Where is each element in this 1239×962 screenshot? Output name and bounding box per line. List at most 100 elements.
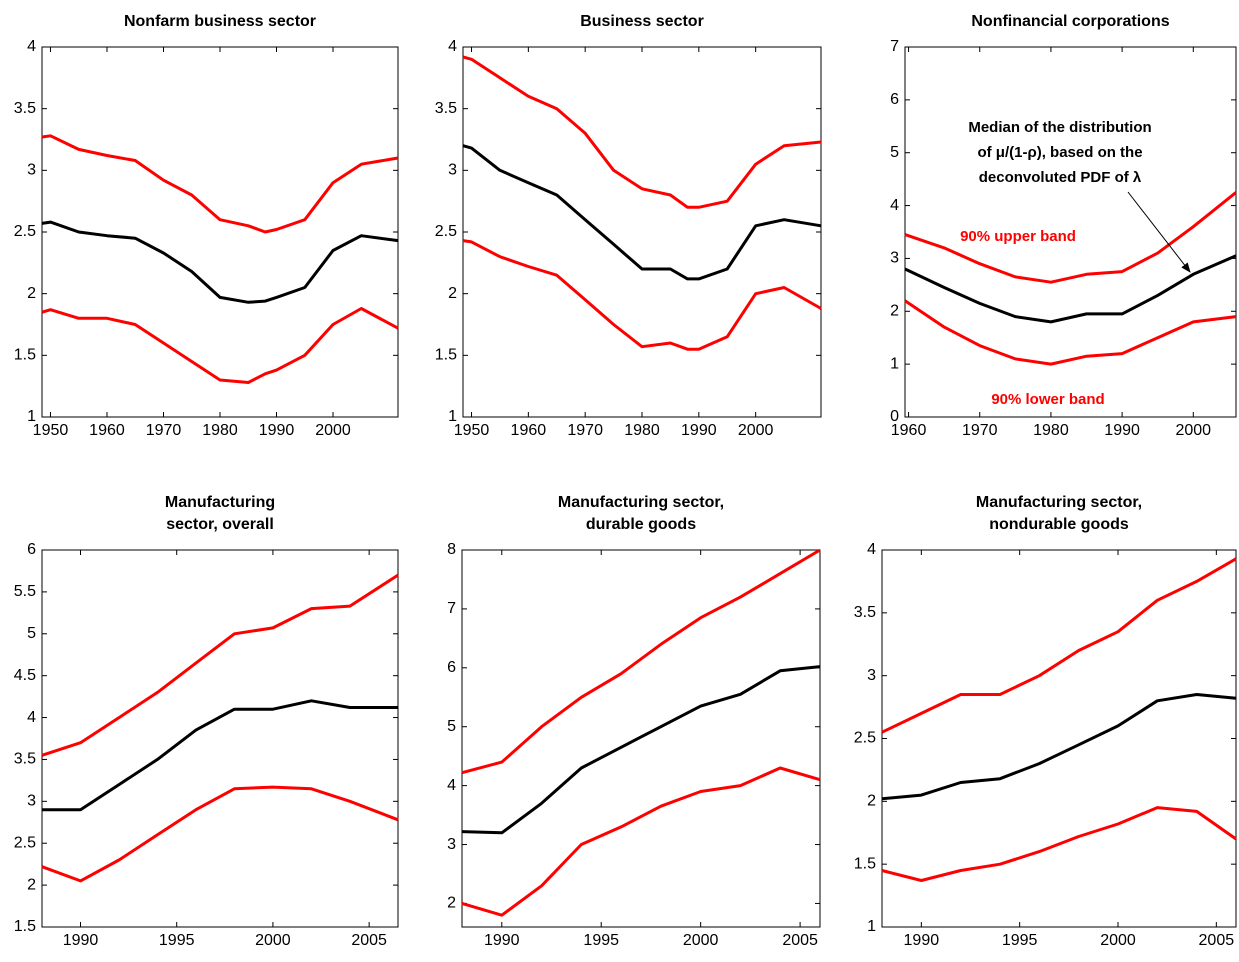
series-line xyxy=(462,239,822,351)
y-tick-label: 7 xyxy=(890,38,899,55)
y-tick-label: 3.5 xyxy=(854,604,876,621)
y-tick-label: 1.5 xyxy=(14,918,36,935)
plot-frame xyxy=(41,549,399,928)
annotation: deconvoluted PDF of λ xyxy=(979,169,1142,186)
x-tick-label: 1960 xyxy=(89,422,125,439)
y-tick-label: 5 xyxy=(447,718,456,735)
y-tick-label: 1 xyxy=(27,408,36,425)
x-tick-label: 1995 xyxy=(159,932,195,949)
chart-title: Manufacturing xyxy=(165,494,275,511)
y-tick-label: 3.5 xyxy=(435,100,457,117)
y-tick-label: 1 xyxy=(867,918,876,935)
x-tick-label: 2005 xyxy=(782,932,818,949)
band-label: 90% upper band xyxy=(960,228,1076,245)
plot-frame xyxy=(881,549,1237,928)
y-tick-label: 6 xyxy=(447,659,456,676)
y-tick-label: 2.5 xyxy=(14,834,36,851)
x-tick-label: 1995 xyxy=(1002,932,1038,949)
y-tick-label: 3.5 xyxy=(14,751,36,768)
series-line xyxy=(904,254,1237,324)
y-tick-label: 1 xyxy=(448,408,457,425)
y-tick-label: 1.5 xyxy=(435,347,457,364)
x-tick-label: 1990 xyxy=(904,932,940,949)
x-tick-label: 2000 xyxy=(255,932,291,949)
y-tick-label: 6 xyxy=(27,541,36,558)
y-tick-label: 4 xyxy=(890,197,899,214)
y-tick-label: 3 xyxy=(890,250,899,267)
x-tick-label: 1990 xyxy=(484,932,520,949)
x-tick-label: 2005 xyxy=(1199,932,1235,949)
chart-title: Manufacturing sector, xyxy=(976,494,1142,511)
chart-title: Business sector xyxy=(580,13,704,30)
chart-title: Nonfarm business sector xyxy=(124,13,316,30)
series-line xyxy=(881,806,1237,882)
chart-title: Manufacturing sector, xyxy=(558,494,724,511)
x-tick-label: 2000 xyxy=(315,422,351,439)
y-tick-label: 0 xyxy=(890,408,899,425)
y-tick-label: 2 xyxy=(447,895,456,912)
y-tick-label: 1.5 xyxy=(14,347,36,364)
annotation: of μ/(1-ρ), based on the xyxy=(977,144,1142,161)
series-line xyxy=(41,220,399,304)
series-line xyxy=(462,144,822,281)
series-line xyxy=(41,573,399,757)
series-line xyxy=(461,766,821,917)
y-tick-label: 4.5 xyxy=(14,667,36,684)
y-tick-label: 3 xyxy=(448,162,457,179)
series-line xyxy=(904,191,1237,284)
y-tick-label: 3 xyxy=(27,162,36,179)
plot-frame xyxy=(904,46,1237,418)
y-tick-label: 4 xyxy=(867,541,876,558)
series-line xyxy=(42,699,398,812)
y-tick-label: 2 xyxy=(448,285,457,302)
series-line xyxy=(41,307,399,384)
series-line xyxy=(881,557,1237,734)
annotation-arrow xyxy=(1127,191,1191,273)
y-tick-label: 4 xyxy=(27,709,36,726)
x-tick-label: 1980 xyxy=(202,422,238,439)
band-label: 90% lower band xyxy=(991,391,1104,408)
x-tick-label: 2005 xyxy=(351,932,387,949)
plot-frame xyxy=(462,46,822,418)
y-tick-label: 4 xyxy=(448,38,457,55)
y-tick-label: 1 xyxy=(890,355,899,372)
x-tick-label: 1970 xyxy=(962,422,998,439)
y-tick-label: 2 xyxy=(867,793,876,810)
x-tick-label: 1995 xyxy=(583,932,619,949)
y-tick-label: 4 xyxy=(27,38,36,55)
series-line xyxy=(881,693,1237,801)
x-tick-label: 2000 xyxy=(1175,422,1211,439)
x-tick-label: 1960 xyxy=(511,422,547,439)
x-tick-label: 1980 xyxy=(1033,422,1069,439)
x-tick-label: 1990 xyxy=(1104,422,1140,439)
series-line xyxy=(41,785,399,883)
y-tick-label: 5 xyxy=(27,625,36,642)
x-tick-label: 2000 xyxy=(738,422,774,439)
annotation: Median of the distribution xyxy=(968,119,1151,136)
y-tick-label: 2.5 xyxy=(854,730,876,747)
y-tick-label: 2 xyxy=(27,285,36,302)
chart-title: Nonfinancial corporations xyxy=(971,13,1169,30)
plot-frame xyxy=(41,46,399,418)
y-tick-label: 7 xyxy=(447,600,456,617)
x-tick-label: 2000 xyxy=(683,932,719,949)
series-line xyxy=(462,55,822,209)
series-line xyxy=(41,134,399,234)
y-tick-label: 2 xyxy=(27,876,36,893)
x-tick-label: 2000 xyxy=(1100,932,1136,949)
y-tick-label: 3.5 xyxy=(14,100,36,117)
y-tick-label: 2 xyxy=(890,303,899,320)
series-line xyxy=(904,299,1237,366)
y-tick-label: 4 xyxy=(447,777,456,794)
y-tick-label: 2.5 xyxy=(435,223,457,240)
chart-title: nondurable goods xyxy=(989,516,1129,533)
x-tick-label: 1990 xyxy=(63,932,99,949)
x-tick-label: 1990 xyxy=(259,422,295,439)
y-tick-label: 3 xyxy=(27,793,36,810)
y-tick-label: 6 xyxy=(890,91,899,108)
x-tick-label: 1960 xyxy=(891,422,927,439)
x-tick-label: 1990 xyxy=(681,422,717,439)
x-tick-label: 1970 xyxy=(146,422,182,439)
y-tick-label: 5.5 xyxy=(14,583,36,600)
